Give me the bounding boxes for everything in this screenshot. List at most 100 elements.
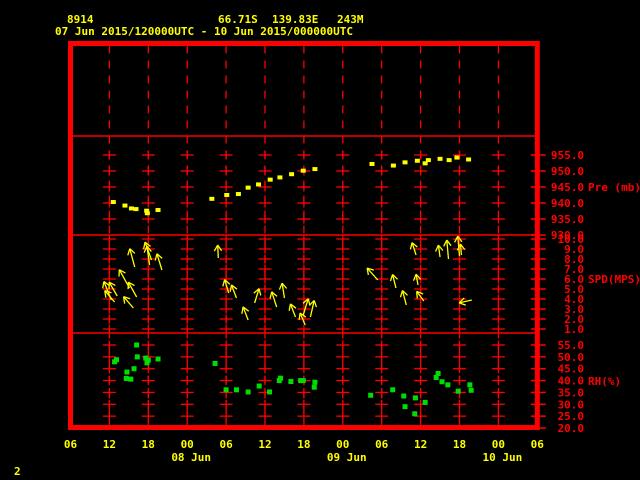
wind-arrow-shaft bbox=[446, 240, 450, 260]
station-latitude: 66.71S bbox=[218, 13, 258, 26]
rh-point bbox=[155, 356, 161, 362]
wind-speed-tick-label: 4.0 bbox=[564, 293, 584, 306]
wind-arrow-head bbox=[146, 245, 152, 252]
date-label: 09 Jun bbox=[327, 451, 367, 464]
wind-arrow-head bbox=[458, 297, 465, 304]
pressure-point bbox=[300, 168, 306, 173]
page-number: 2 bbox=[14, 465, 21, 478]
rh-point bbox=[278, 375, 284, 381]
wind-arrow-shaft bbox=[104, 290, 116, 303]
pressure-point bbox=[289, 172, 295, 177]
wind-arrow-head bbox=[308, 299, 315, 306]
wind-arrow-shaft bbox=[216, 244, 219, 259]
wind-arrow-shaft bbox=[459, 299, 472, 304]
wind-arrow-shaft bbox=[123, 296, 134, 309]
pressure-tick-label: 945.0 bbox=[551, 181, 584, 194]
hour-tick-label: 00 bbox=[336, 438, 349, 451]
wind-arrow-head bbox=[459, 243, 466, 251]
pressure-point bbox=[144, 211, 150, 216]
rh-point bbox=[433, 374, 439, 380]
rh-point bbox=[245, 389, 251, 395]
wind-arrow-head bbox=[458, 302, 466, 306]
pressure-point bbox=[414, 158, 420, 163]
wind-arrow-head bbox=[415, 273, 422, 280]
wind-speed-axis-unit-label: SPD(MPS) bbox=[588, 273, 640, 286]
rh-point bbox=[134, 354, 140, 360]
wind-arrow-shaft bbox=[144, 241, 153, 261]
station-id: 8914 bbox=[67, 13, 94, 26]
wind-arrow-head bbox=[392, 273, 399, 280]
pressure-tick-label: 940.0 bbox=[551, 197, 584, 210]
wind-arrow-head bbox=[409, 242, 413, 250]
wind-arrow-shaft bbox=[415, 274, 419, 286]
rh-point bbox=[128, 376, 134, 382]
wind-arrow-head bbox=[278, 282, 283, 290]
pressure-point bbox=[267, 177, 273, 182]
pressure-tick-label: 930.0 bbox=[551, 229, 584, 242]
pressure-point bbox=[110, 200, 116, 205]
relative-humidity-tick-label: 55.0 bbox=[558, 339, 585, 352]
rh-point bbox=[123, 375, 129, 381]
wind-arrow-head bbox=[127, 248, 131, 256]
wind-arrow-shaft bbox=[254, 288, 260, 304]
pressure-point bbox=[277, 175, 283, 180]
rh-point bbox=[439, 379, 445, 385]
wind-arrow-shaft bbox=[302, 298, 309, 316]
wind-arrow-head bbox=[122, 296, 126, 304]
pressure-point bbox=[245, 185, 251, 190]
wind-arrow-head bbox=[213, 244, 219, 252]
rh-point bbox=[390, 387, 396, 393]
wind-arrow-shaft bbox=[437, 245, 441, 258]
wind-arrow-head bbox=[411, 242, 418, 248]
rh-point bbox=[114, 357, 120, 363]
wind-arrow-head bbox=[402, 290, 408, 296]
rh-point bbox=[134, 342, 140, 348]
wind-arrow-head bbox=[366, 267, 375, 271]
wind-arrow-head bbox=[108, 281, 116, 287]
pressure-point bbox=[312, 167, 318, 172]
pressure-point bbox=[209, 196, 215, 201]
rh-point bbox=[267, 389, 273, 395]
wind-arrow-shaft bbox=[366, 267, 379, 281]
wind-arrow-head bbox=[241, 306, 244, 314]
wind-arrow-head bbox=[290, 303, 297, 309]
rh-point bbox=[455, 388, 461, 394]
pressure-point bbox=[256, 182, 262, 187]
rh-point bbox=[256, 383, 262, 389]
wind-arrow-head bbox=[156, 253, 163, 259]
pressure-point bbox=[466, 157, 472, 162]
rh-point bbox=[298, 378, 304, 384]
time-period: 07 Jun 2015/120000UTC - 10 Jun 2015/0000… bbox=[55, 25, 354, 38]
wind-arrow-shaft bbox=[309, 300, 315, 318]
station-elevation: 243M bbox=[337, 13, 364, 26]
pressure-point bbox=[390, 163, 396, 168]
pressure-point bbox=[224, 193, 230, 197]
hour-tick-label: 18 bbox=[297, 438, 310, 451]
relative-humidity-tick-label: 35.0 bbox=[558, 386, 585, 399]
hour-tick-label: 06 bbox=[375, 438, 389, 451]
wind-arrow-head bbox=[454, 235, 459, 243]
rh-point bbox=[368, 392, 374, 398]
wind-arrow-head bbox=[269, 291, 273, 299]
wind-arrow-head bbox=[104, 290, 112, 294]
hour-tick-label: 00 bbox=[492, 438, 505, 451]
pressure-point bbox=[155, 208, 161, 213]
pressure-point bbox=[402, 160, 408, 165]
wind-arrow-head bbox=[281, 282, 288, 289]
rh-point bbox=[288, 379, 294, 385]
pressure-point bbox=[454, 155, 460, 160]
wind-arrow-head bbox=[434, 244, 439, 252]
wind-speed-tick-label: 9.0 bbox=[564, 243, 584, 256]
pressure-point bbox=[235, 192, 241, 197]
pressure-point bbox=[122, 203, 128, 208]
wind-arrow-head bbox=[104, 290, 107, 298]
pressure-point bbox=[369, 161, 375, 166]
wind-arrow-head bbox=[299, 312, 307, 318]
rh-point bbox=[223, 387, 229, 393]
wind-arrow-shaft bbox=[391, 274, 397, 289]
pressure-point bbox=[144, 208, 150, 213]
wind-arrow-head bbox=[456, 243, 462, 251]
wind-arrow-shaft bbox=[129, 248, 136, 268]
wind-arrow-shaft bbox=[156, 253, 163, 271]
wind-arrow-shaft bbox=[459, 243, 463, 256]
